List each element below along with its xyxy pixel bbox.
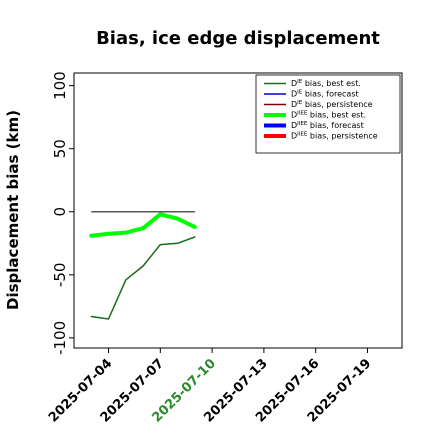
y-tick-label: 50	[51, 139, 69, 158]
series-line-3	[89, 212, 197, 238]
legend-label: DIIEE bias, best est.	[291, 111, 366, 120]
y-tick-label: -100	[51, 321, 69, 355]
legend: DIE bias, best est. DIE bias, forecastDIE…	[255, 74, 401, 154]
legend-label: DIE bias, best est.	[291, 79, 361, 88]
y-tick-label: 0	[51, 207, 69, 217]
y-tick-label: -50	[51, 263, 69, 288]
y-axis-label: Displacement bias (km)	[4, 110, 22, 310]
series-line-0	[90, 236, 196, 320]
y-tick-label: 100	[51, 71, 69, 100]
legend-label: DIIEE bias, forecast	[291, 121, 364, 130]
legend-label: DIE bias, persistence	[291, 100, 373, 109]
legend-label: DIE bias, forecast	[291, 90, 359, 99]
series-lines	[89, 211, 197, 320]
plot-frame	[73, 72, 403, 349]
legend-label: DIIEE bias, persistence	[291, 132, 378, 141]
chart-title: Bias, ice edge displacement	[96, 28, 380, 49]
